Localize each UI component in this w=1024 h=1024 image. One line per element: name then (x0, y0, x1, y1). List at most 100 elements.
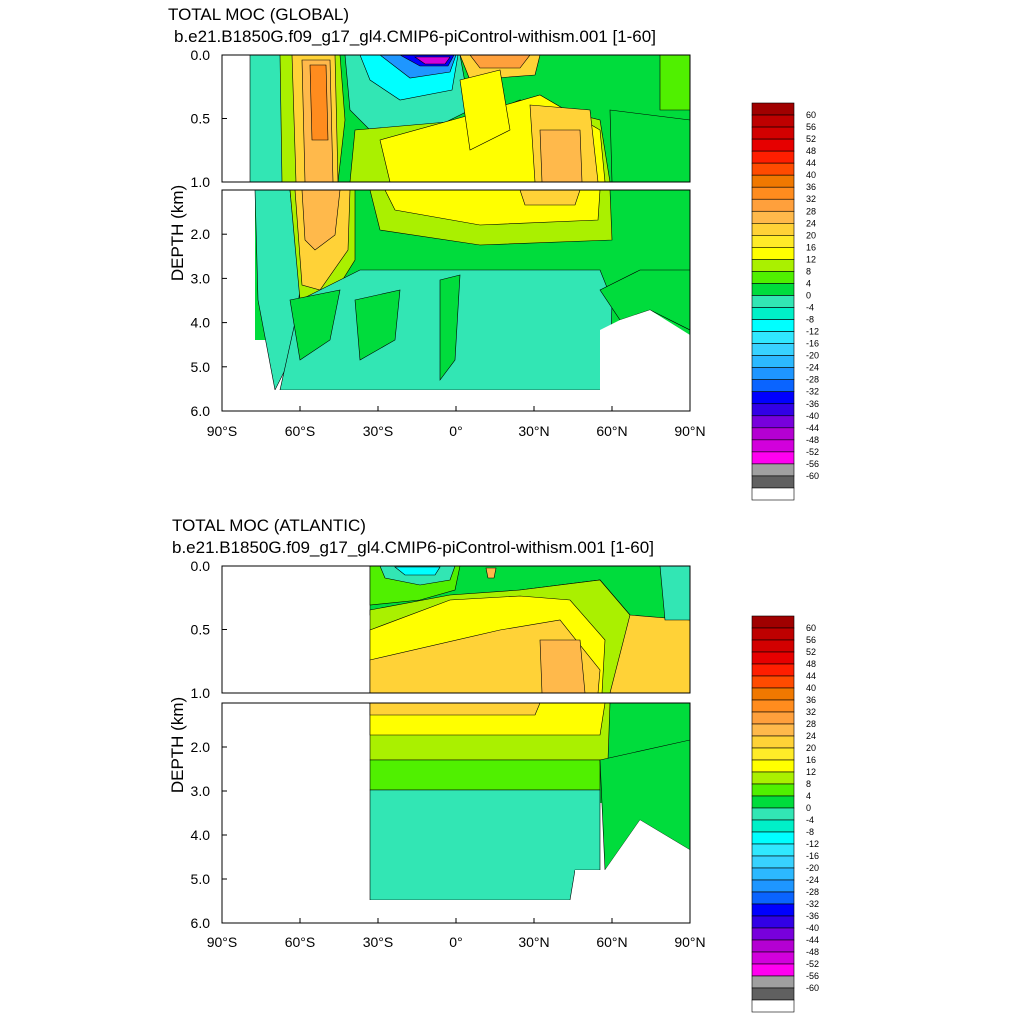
colorbar-label: -32 (806, 387, 819, 397)
colorbar-label: -40 (806, 923, 819, 933)
colorbar-swatch (751, 487, 795, 501)
chart-title: TOTAL MOC (GLOBAL) (168, 5, 349, 24)
y-tick-label: 4.0 (191, 827, 211, 843)
colorbar-swatch (751, 138, 795, 152)
x-tick-label: 0° (449, 423, 462, 439)
colorbar-label: -4 (806, 303, 814, 313)
colorbar-label: 16 (806, 755, 816, 765)
colorbar-label: -20 (806, 351, 819, 361)
y-tick-label: 1.0 (191, 174, 211, 190)
y-tick-label: 5.0 (191, 359, 211, 375)
colorbar-label: -36 (806, 399, 819, 409)
colorbar-swatch (751, 162, 795, 176)
x-tick-label: 90°S (207, 934, 238, 950)
colorbar-label: 20 (806, 743, 816, 753)
moc-upper-field (369, 566, 690, 693)
colorbar-label: -20 (806, 863, 819, 873)
colorbar-swatch (751, 843, 795, 857)
colorbar-swatch (751, 259, 795, 272)
colorbar-label: -24 (806, 363, 819, 373)
moc-lower-field (222, 190, 690, 411)
colorbar-label: 0 (806, 803, 811, 813)
colorbar-label: 4 (806, 278, 811, 288)
colorbar-swatch (751, 771, 795, 785)
colorbar-swatch (751, 379, 795, 393)
axis-ticks: 90°S 60°S 30°S 0° 30°N 60°N 90°N 0.0 0.5 1.0 2.0 3.… (191, 47, 706, 439)
colorbar-swatch (751, 951, 795, 965)
colorbar: 60565248444036322824201612840-4-8-12-16-… (751, 102, 819, 501)
colorbar-label: -28 (806, 887, 819, 897)
y-tick-label: 0.5 (191, 111, 211, 127)
colorbar-swatch (751, 283, 795, 296)
y-tick-label: 3.0 (191, 783, 211, 799)
colorbar-label: 12 (806, 254, 816, 264)
colorbar-swatch (751, 855, 795, 869)
y-axis-label: DEPTH (km) (168, 185, 187, 281)
y-tick-label: 0.0 (191, 47, 211, 63)
colorbar-swatch (751, 879, 795, 893)
x-tick-label: 60°N (596, 934, 627, 950)
y-tick-label: 4.0 (191, 315, 211, 331)
colorbar-swatch (751, 639, 795, 653)
colorbar-label: 12 (806, 767, 816, 777)
chart-title: TOTAL MOC (ATLANTIC) (172, 516, 366, 535)
colorbar-label: -44 (806, 935, 819, 945)
colorbar-label: 16 (806, 242, 816, 252)
colorbar-label: -36 (806, 911, 819, 921)
colorbar-swatch (751, 807, 795, 821)
colorbar-swatch (751, 867, 795, 881)
colorbar-swatch (751, 210, 795, 224)
colorbar-label: 52 (806, 647, 816, 657)
colorbar-swatch (751, 198, 795, 212)
colorbar-label: -8 (806, 827, 814, 837)
colorbar-swatch (751, 675, 795, 689)
colorbar-label: 8 (806, 266, 811, 276)
colorbar-label: 0 (806, 290, 811, 300)
colorbar-label: -52 (806, 959, 819, 969)
colorbar-label: 20 (806, 230, 816, 240)
x-tick-label: 90°N (674, 934, 705, 950)
colorbar-swatch (751, 415, 795, 429)
colorbar-label: 60 (806, 110, 816, 120)
colorbar-swatch (751, 186, 795, 200)
x-tick-label: 90°S (207, 423, 238, 439)
colorbar-swatch (751, 783, 795, 797)
colorbar-swatch (751, 102, 795, 116)
colorbar-label: 60 (806, 623, 816, 633)
x-tick-label: 60°S (285, 423, 316, 439)
colorbar-swatch (751, 915, 795, 929)
colorbar-swatch (751, 427, 795, 441)
colorbar-label: -16 (806, 851, 819, 861)
colorbar-label: 48 (806, 146, 816, 156)
colorbar-label: 36 (806, 182, 816, 192)
colorbar-label: 36 (806, 695, 816, 705)
moc-lower-field (222, 703, 690, 923)
colorbar-swatch (751, 651, 795, 665)
colorbar-swatch (751, 343, 795, 356)
colorbar-label: -44 (806, 423, 819, 433)
colorbar-swatch (751, 939, 795, 953)
colorbar-swatch (751, 451, 795, 465)
colorbar: 60565248444036322824201612840-4-8-12-16-… (751, 615, 819, 1013)
colorbar-swatch (751, 331, 795, 344)
x-tick-label: 30°S (363, 423, 394, 439)
colorbar-swatch (751, 999, 795, 1013)
colorbar-label: -32 (806, 899, 819, 909)
colorbar-label: 4 (806, 791, 811, 801)
colorbar-swatch (751, 126, 795, 140)
x-tick-label: 60°N (596, 423, 627, 439)
colorbar-swatch (751, 831, 795, 845)
colorbar-label: 48 (806, 659, 816, 669)
colorbar-swatch (751, 367, 795, 380)
colorbar-label: 8 (806, 779, 811, 789)
colorbar-label: 28 (806, 206, 816, 216)
colorbar-label: 40 (806, 170, 816, 180)
colorbar-label: -52 (806, 447, 819, 457)
colorbar-swatch (751, 463, 795, 477)
colorbar-swatch (751, 271, 795, 284)
colorbar-swatch (751, 747, 795, 761)
colorbar-label: -48 (806, 435, 819, 445)
colorbar-swatch (751, 687, 795, 701)
colorbar-label: -60 (806, 983, 819, 993)
